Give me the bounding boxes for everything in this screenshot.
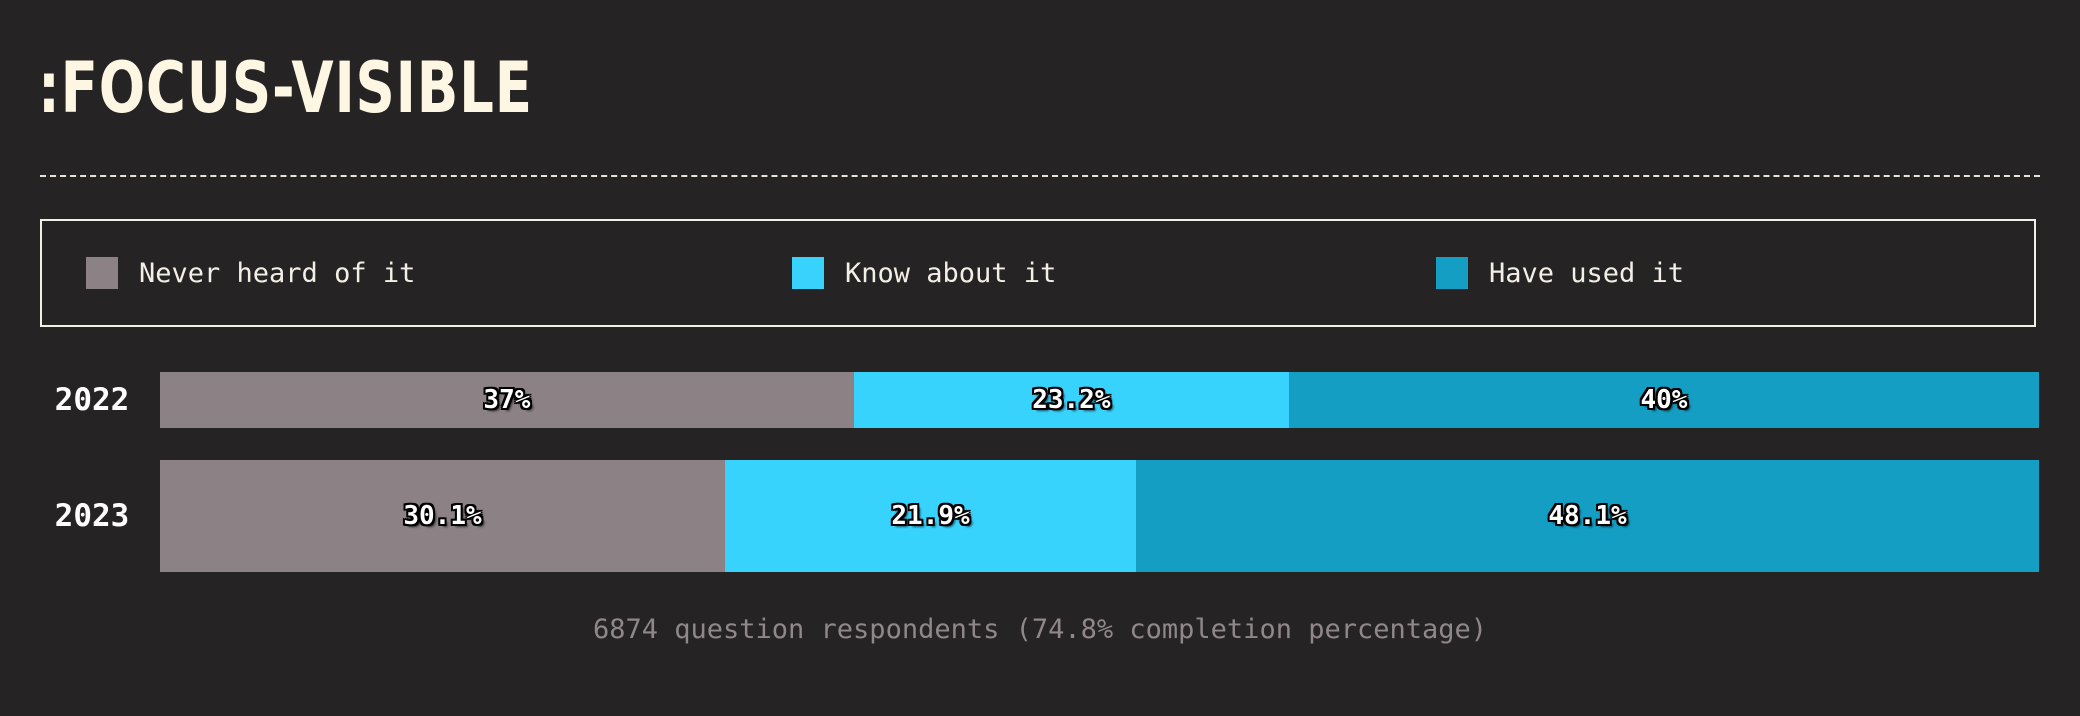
bar-segment-2022-never-heard[interactable]: 37%: [160, 372, 854, 428]
bar-segment-2022-have-used[interactable]: 40%: [1288, 372, 2039, 428]
legend-item-have-used[interactable]: Have used it: [1436, 221, 1684, 325]
bar-segment-2023-have-used[interactable]: 48.1%: [1136, 460, 2039, 572]
row-label-2022: 2022: [54, 382, 130, 418]
legend: Never heard of it Know about it Have use…: [40, 219, 2036, 327]
legend-label-never-heard: Never heard of it: [139, 257, 416, 289]
bar-row-2022: 37% 23.2% 40%: [160, 372, 2039, 428]
legend-label-know-about: Know about it: [845, 257, 1057, 289]
bar-segment-2022-know-about[interactable]: 23.2%: [853, 372, 1289, 428]
dashed-divider: [40, 175, 2040, 177]
chart-title: :FOCUS-VISIBLE: [38, 47, 533, 129]
data-label-2022-never-heard: 37%: [483, 385, 531, 415]
legend-label-have-used: Have used it: [1489, 257, 1685, 289]
data-label-2022-know-about: 23.2%: [1032, 385, 1111, 415]
bar-segment-2023-know-about[interactable]: 21.9%: [725, 460, 1137, 572]
bar-row-2023: 30.1% 21.9% 48.1%: [160, 460, 2039, 572]
data-label-2023-never-heard: 30.1%: [403, 501, 482, 531]
respondents-note: 6874 question respondents (74.8% complet…: [592, 614, 1488, 645]
data-label-2023-know-about: 21.9%: [891, 501, 970, 531]
data-label-2022-have-used: 40%: [1640, 385, 1688, 415]
legend-item-know-about[interactable]: Know about it: [792, 221, 1056, 325]
legend-item-never-heard[interactable]: Never heard of it: [86, 221, 415, 325]
legend-swatch-have-used: [1436, 257, 1468, 289]
data-label-2023-have-used: 48.1%: [1548, 501, 1627, 531]
bar-segment-2023-never-heard[interactable]: 30.1%: [160, 460, 725, 572]
legend-swatch-know-about: [792, 257, 824, 289]
row-label-2023: 2023: [54, 498, 130, 534]
legend-swatch-never-heard: [86, 257, 118, 289]
